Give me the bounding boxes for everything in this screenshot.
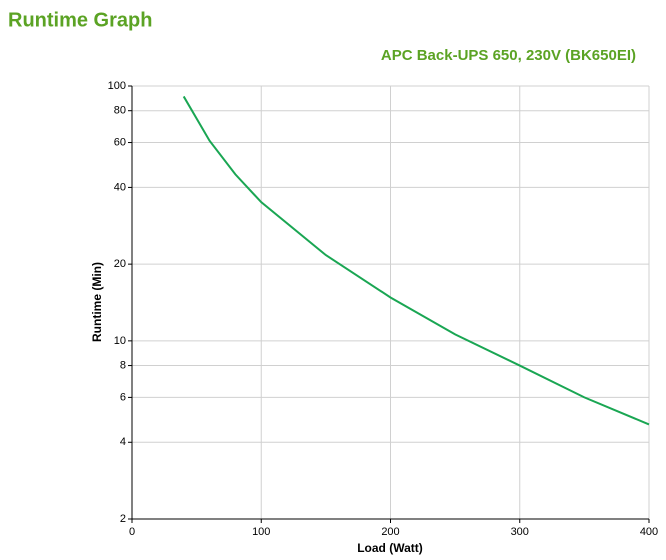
x-tick-label: 100 xyxy=(252,526,270,538)
y-tick-label: 10 xyxy=(114,335,126,347)
y-tick-label: 20 xyxy=(114,258,126,270)
y-tick-label: 60 xyxy=(114,136,126,148)
y-axis-label: Runtime (Min) xyxy=(90,262,104,342)
x-axis-label: Load (Watt) xyxy=(357,541,423,555)
chart-title: APC Back-UPS 650, 230V (BK650EI) xyxy=(381,47,636,64)
x-tick-label: 0 xyxy=(129,526,135,538)
y-tick-label: 2 xyxy=(120,513,126,525)
y-tick-label: 4 xyxy=(120,436,126,448)
x-tick-label: 200 xyxy=(381,526,399,538)
x-tick-label: 400 xyxy=(640,526,658,538)
y-tick-label: 6 xyxy=(120,391,126,403)
y-tick-label: 40 xyxy=(114,181,126,193)
y-tick-label: 100 xyxy=(108,80,126,92)
line xyxy=(182,95,650,426)
page-title: Runtime Graph xyxy=(8,9,152,31)
y-tick-label: 80 xyxy=(114,105,126,117)
y-tick-label: 8 xyxy=(120,359,126,371)
x-tick-label: 300 xyxy=(511,526,529,538)
